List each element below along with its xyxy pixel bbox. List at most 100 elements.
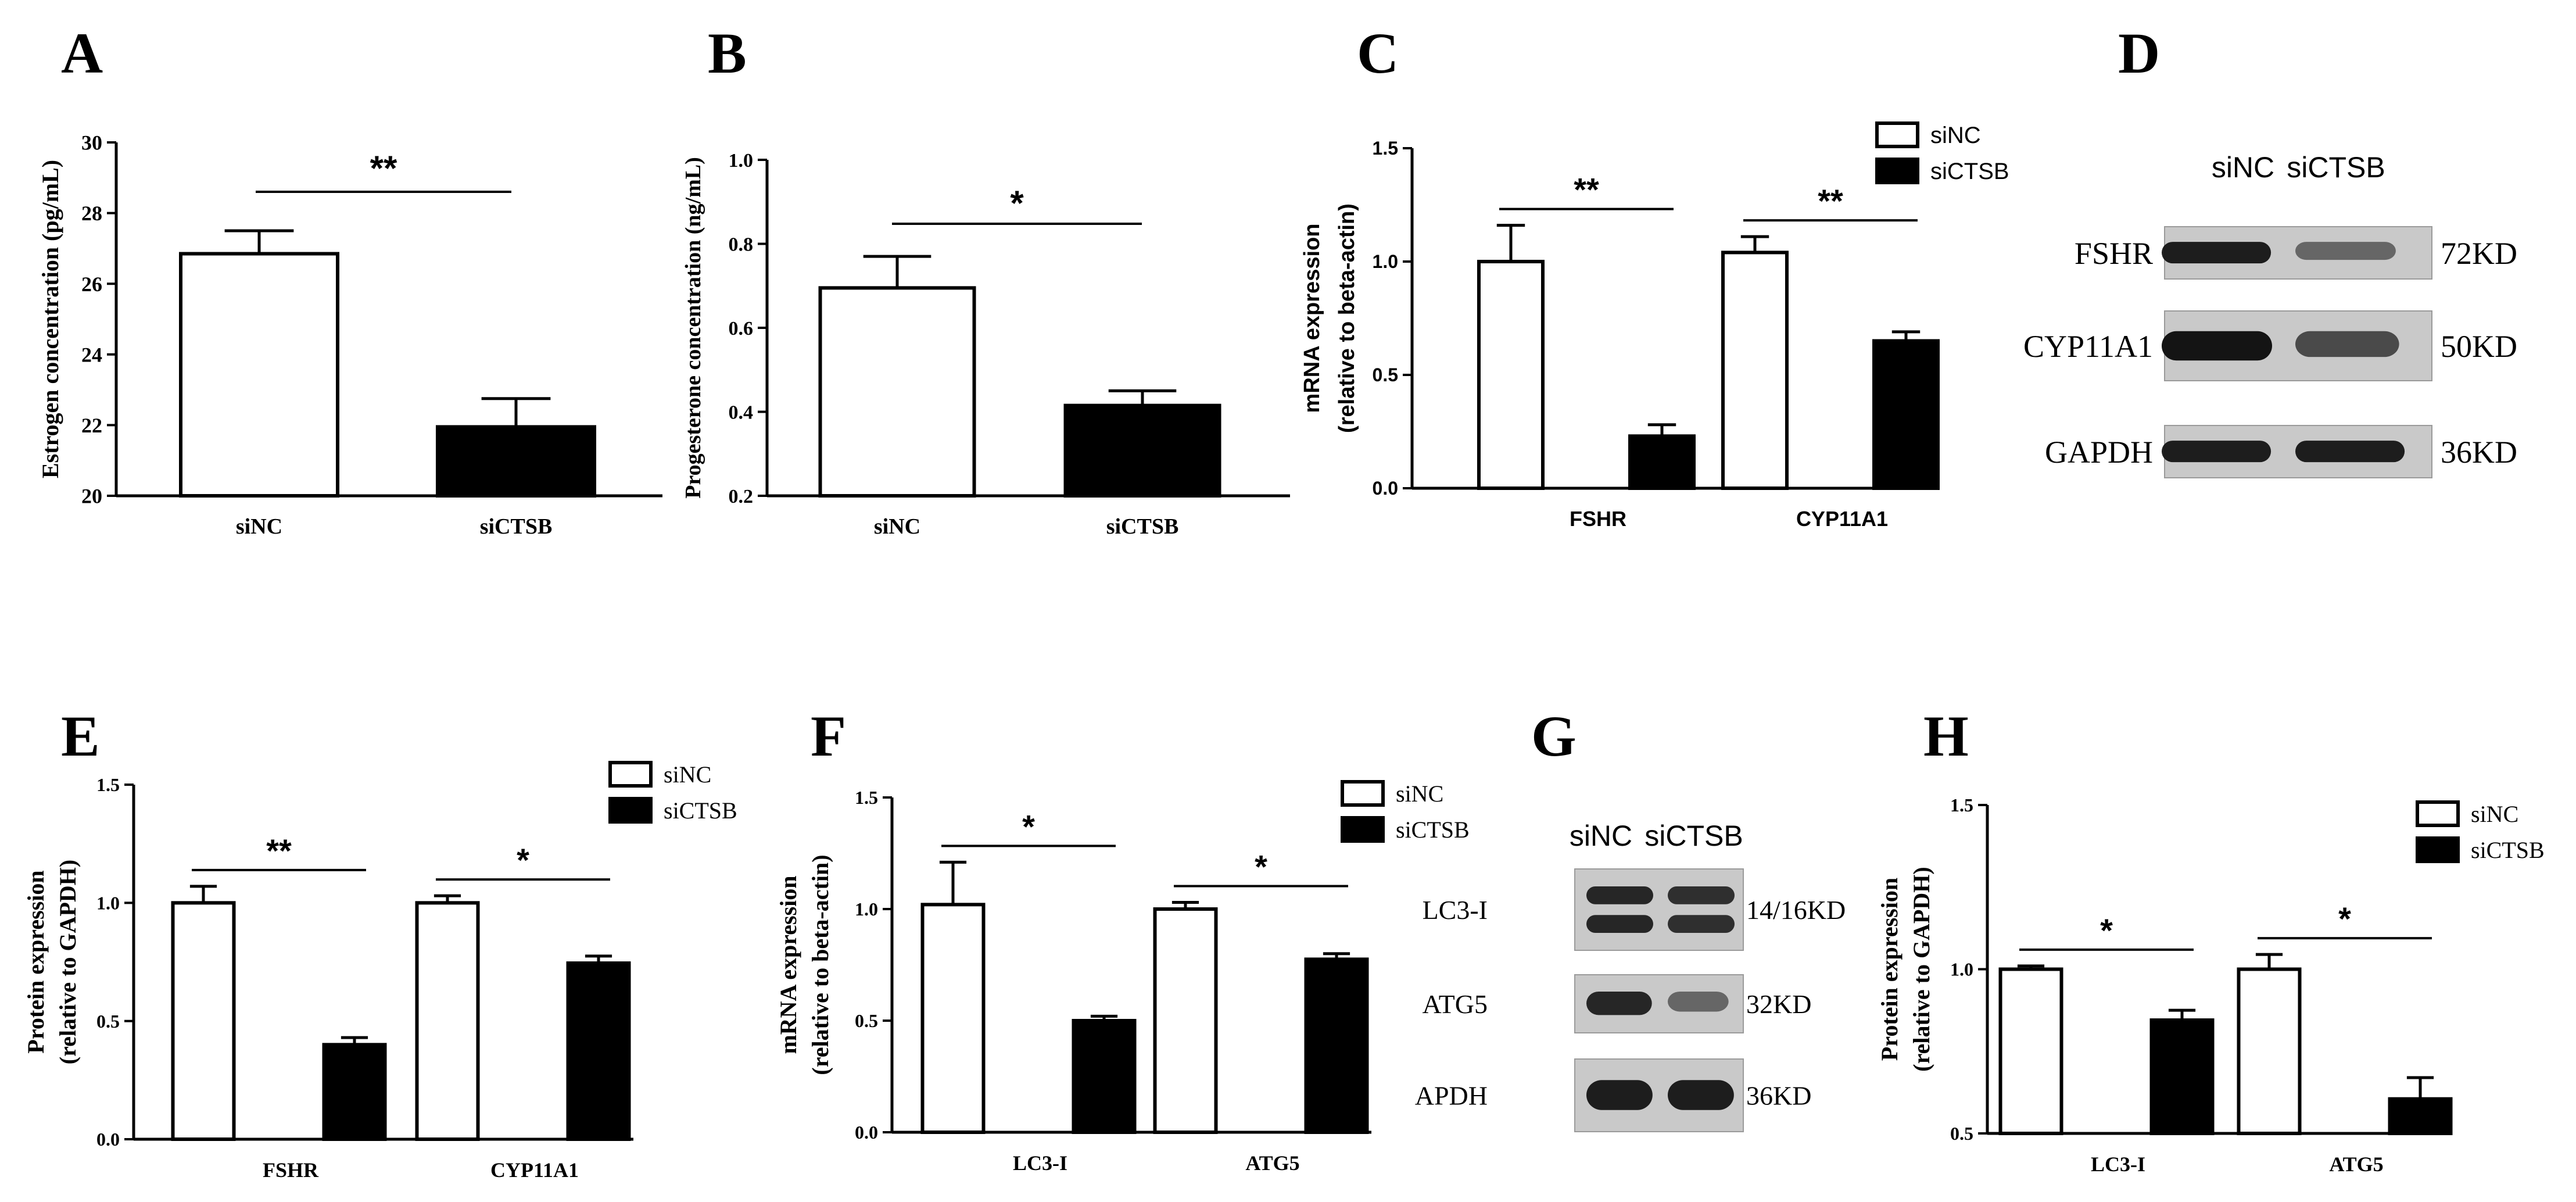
panel-letter-b: B bbox=[708, 21, 747, 85]
blot-size-label: 32KD bbox=[1746, 989, 1811, 1019]
legend-label: siNC bbox=[664, 761, 711, 788]
panel-letter-a: A bbox=[61, 21, 103, 85]
blot-lane-label: siCTSB bbox=[2287, 151, 2385, 184]
panel-letter-f: F bbox=[811, 704, 846, 768]
significance-label: * bbox=[2338, 900, 2351, 937]
blot-band bbox=[2295, 441, 2405, 463]
blot-size-label: 36KD bbox=[2441, 435, 2517, 470]
bar bbox=[1872, 339, 1940, 490]
bar bbox=[415, 901, 480, 1142]
panel-letter-e: E bbox=[61, 704, 100, 768]
blot-band bbox=[1668, 886, 1735, 904]
bar bbox=[1072, 1019, 1137, 1134]
bar bbox=[818, 286, 976, 498]
significance-label: * bbox=[1255, 848, 1267, 885]
category-label: siCTSB bbox=[480, 514, 553, 539]
y-axis-label-line2: (relative to beta-actin) bbox=[1335, 203, 1359, 433]
panel-g: G siNC siCTSB LC3-I 14/16KD ATG5 32KD APDH 36KD bbox=[1415, 704, 1846, 1132]
significance-label: * bbox=[517, 842, 529, 878]
y-tick-label: 20 bbox=[81, 485, 102, 508]
category-label: ATG5 bbox=[1245, 1151, 1299, 1175]
blot-protein-label: GAPDH bbox=[2045, 435, 2153, 470]
significance-label: * bbox=[1022, 808, 1035, 845]
category-label: LC3-I bbox=[2091, 1153, 2145, 1176]
legend-label: siCTSB bbox=[1396, 817, 1470, 843]
y-tick-label: 1.0 bbox=[1950, 959, 1973, 980]
bar bbox=[1998, 967, 2063, 1135]
y-tick-label: 30 bbox=[81, 131, 102, 155]
bar bbox=[1304, 957, 1369, 1135]
legend-swatch bbox=[1875, 158, 1919, 184]
panel-a: A 20 22 24 26 28 30 Estrogen concentration (pg… bbox=[37, 21, 662, 539]
significance-label: * bbox=[1010, 184, 1024, 223]
y-tick-label: 0.5 bbox=[1373, 364, 1398, 385]
significance-label: ** bbox=[370, 149, 397, 188]
y-axis-label: Protein expression bbox=[23, 870, 49, 1053]
panel-d: D siNC siCTSB FSHR 72KD CYP11A1 50KD GAPDH 36KD bbox=[2023, 21, 2517, 478]
panel-letter-c: C bbox=[1357, 21, 1399, 85]
legend-swatch bbox=[2416, 836, 2460, 863]
blot-band bbox=[1586, 1080, 1653, 1110]
bar bbox=[1063, 403, 1221, 498]
bar bbox=[436, 425, 596, 498]
blot-band bbox=[2162, 441, 2272, 463]
blot-lane-label: siNC bbox=[1570, 820, 1632, 852]
category-label: siNC bbox=[874, 514, 920, 539]
y-tick-label: 0.0 bbox=[855, 1122, 878, 1143]
category-label: FSHR bbox=[263, 1158, 319, 1182]
y-tick-label: 0.2 bbox=[729, 486, 754, 507]
y-tick-label: 0.5 bbox=[1950, 1123, 1973, 1144]
y-tick-label: 26 bbox=[81, 273, 102, 296]
y-axis-label: Progesterone concentration (ng/mL) bbox=[681, 157, 705, 498]
y-axis-label: Estrogen concentration (pg/mL) bbox=[37, 160, 63, 478]
significance-label: * bbox=[2100, 912, 2113, 949]
blot-band bbox=[2162, 242, 2272, 264]
bar bbox=[920, 903, 986, 1134]
bar bbox=[566, 961, 631, 1141]
panel-h: H 0.5 1.0 1.5 Protein expression (relative t… bbox=[1876, 704, 2545, 1176]
bar bbox=[2237, 967, 2302, 1135]
bar bbox=[179, 252, 339, 498]
y-tick-label: 1.5 bbox=[96, 774, 120, 795]
panel-f: F 0.0 0.5 1.0 1.5 mRNA expression (relative t… bbox=[775, 704, 1470, 1175]
y-axis-label-line2: (relative to GAPDH) bbox=[1908, 867, 1934, 1071]
bar bbox=[2388, 1097, 2453, 1136]
blot-protein-label: CYP11A1 bbox=[2023, 329, 2153, 364]
blot-band bbox=[1586, 992, 1652, 1015]
blot-band bbox=[1668, 1080, 1734, 1110]
y-tick-label: 28 bbox=[81, 202, 102, 225]
y-tick-label: 1.5 bbox=[1373, 138, 1398, 159]
legend-label: siNC bbox=[1930, 123, 1981, 148]
panel-b: B 0.2 0.4 0.6 0.8 1.0 Progesterone concentrat… bbox=[681, 21, 1290, 539]
panel-letter-h: H bbox=[1923, 704, 1969, 768]
y-tick-label: 24 bbox=[81, 343, 102, 366]
blot-protein-label: ATG5 bbox=[1423, 989, 1488, 1019]
blot-protein-label: APDH bbox=[1415, 1081, 1488, 1111]
legend-swatch bbox=[608, 761, 653, 788]
blot-band bbox=[1668, 915, 1735, 933]
legend-label: siNC bbox=[1396, 781, 1443, 807]
y-tick-label: 0.5 bbox=[855, 1010, 878, 1031]
category-label: CYP11A1 bbox=[490, 1158, 579, 1182]
category-label: ATG5 bbox=[2329, 1153, 2383, 1176]
blot-size-label: 36KD bbox=[1746, 1081, 1811, 1111]
blot-lane-label: siCTSB bbox=[1645, 820, 1743, 852]
panel-c: C 0.0 0.5 1.0 1.5 mRNA expression (relative t… bbox=[1300, 21, 2009, 531]
panel-letter-g: G bbox=[1531, 704, 1577, 768]
blot-size-label: 14/16KD bbox=[1746, 895, 1846, 925]
y-tick-label: 22 bbox=[81, 414, 102, 437]
bar bbox=[1721, 251, 1789, 490]
blot-protein-label: FSHR bbox=[2075, 236, 2153, 271]
legend-label: siCTSB bbox=[664, 797, 737, 824]
bar bbox=[171, 901, 236, 1142]
y-tick-label: 0.0 bbox=[1373, 478, 1398, 499]
y-tick-label: 0.5 bbox=[96, 1011, 120, 1032]
y-tick-label: 0.4 bbox=[729, 402, 754, 423]
category-label: FSHR bbox=[1570, 507, 1626, 531]
blot-band bbox=[1586, 915, 1653, 933]
blot-band bbox=[2295, 331, 2399, 357]
bar bbox=[2149, 1018, 2215, 1135]
bar bbox=[1628, 434, 1696, 490]
legend-swatch bbox=[1341, 780, 1385, 807]
